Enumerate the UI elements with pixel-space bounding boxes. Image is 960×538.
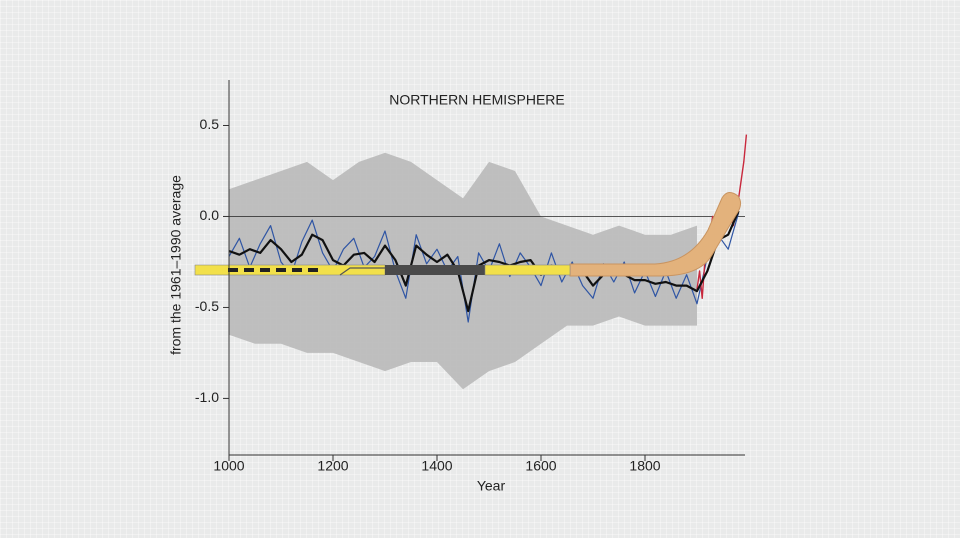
stick-shaft-tape bbox=[484, 264, 571, 276]
y-axis-label: from the 1961–1990 average bbox=[168, 175, 184, 355]
x-tick-label: 1800 bbox=[629, 458, 660, 474]
stick-blade bbox=[569, 192, 742, 277]
series-line bbox=[228, 210, 740, 313]
x-tick-label: 1600 bbox=[525, 458, 556, 474]
x-tick-label: 1200 bbox=[317, 458, 348, 474]
x-axis-label: Year bbox=[477, 478, 506, 494]
axes: 0.5 0.0 -0.5 -1.0 1000 1200 1400 1600 1800 bbox=[195, 80, 745, 474]
y-tick-label: 0.5 bbox=[200, 116, 220, 132]
stick-shaft bbox=[385, 265, 485, 275]
x-tick-label: 1400 bbox=[421, 458, 452, 474]
hockey-stick bbox=[194, 192, 742, 277]
chart-title: NORTHERN HEMISPHERE bbox=[389, 92, 565, 108]
x-tick-label: 1000 bbox=[213, 458, 244, 474]
y-tick-label: 0.0 bbox=[200, 207, 220, 223]
stick-stripe bbox=[339, 267, 385, 276]
y-tick-label: -1.0 bbox=[195, 389, 219, 405]
stick-grip bbox=[194, 264, 386, 276]
y-tick-label: -0.5 bbox=[195, 298, 219, 314]
